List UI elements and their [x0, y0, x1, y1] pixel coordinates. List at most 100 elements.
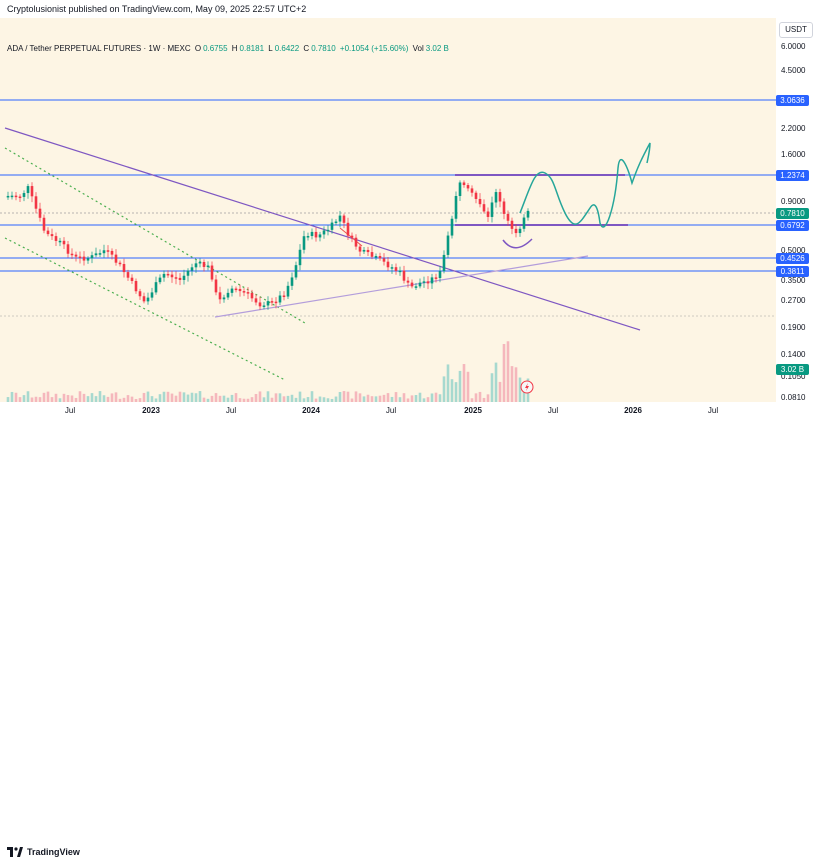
volume-bar — [150, 396, 154, 402]
candle-body — [118, 262, 122, 265]
volume-bar — [86, 396, 90, 402]
candle-body — [234, 288, 238, 291]
time-label: 2024 — [302, 406, 320, 415]
volume-bar — [474, 393, 478, 402]
volume-bar — [350, 398, 354, 402]
candle-body — [186, 270, 190, 276]
volume-bar — [302, 398, 306, 402]
candle-body — [430, 277, 434, 284]
open-label: O — [194, 44, 202, 53]
volume-bar — [42, 392, 46, 402]
high-label: H — [231, 44, 238, 53]
axis-tick: 0.1900 — [781, 323, 806, 332]
volume-bar — [482, 397, 486, 402]
candle-body — [502, 201, 506, 214]
volume-bar — [94, 396, 98, 402]
candle-body — [462, 182, 466, 186]
volume-bar — [442, 376, 446, 402]
candle-body — [358, 246, 362, 252]
candle-body — [74, 254, 78, 257]
currency-selector[interactable]: USDT — [779, 22, 813, 38]
brand-name: TradingView — [27, 847, 80, 857]
candle-body — [322, 230, 326, 235]
axis-tick: 0.1050 — [781, 372, 806, 381]
candle-body — [506, 213, 510, 221]
volume-bar — [178, 391, 182, 402]
volume-bar — [6, 397, 10, 402]
volume-bar — [422, 398, 426, 402]
volume-bar — [154, 398, 158, 402]
chart-canvas[interactable] — [0, 18, 776, 402]
axis-tick: 0.9000 — [781, 197, 806, 206]
volume-bar — [242, 398, 246, 402]
volume-bar — [486, 394, 490, 402]
volume-bar — [354, 391, 358, 402]
volume-bar — [134, 398, 138, 402]
volume-bar — [106, 396, 110, 402]
volume-bar — [26, 391, 30, 402]
volume-bar — [22, 395, 26, 402]
volume-bar — [326, 398, 330, 402]
volume-bar — [450, 379, 454, 402]
candle-body — [106, 250, 110, 252]
candle-body — [334, 221, 338, 224]
candle-body — [510, 220, 514, 229]
volume-bar — [294, 397, 298, 402]
open-value: 0.6755 — [203, 44, 228, 53]
lightning-icon — [520, 380, 534, 394]
volume-bar — [186, 394, 190, 402]
candle-body — [42, 217, 46, 231]
candle-body — [282, 295, 286, 298]
price-chart[interactable]: ADA / Tether PERPETUAL FUTURES · 1W · ME… — [0, 18, 776, 402]
candle-body — [246, 292, 250, 294]
volume-bar — [414, 395, 418, 402]
candle-body — [178, 277, 182, 280]
volume-bar — [274, 393, 278, 402]
volume-bar — [258, 391, 262, 402]
candle-body — [134, 280, 138, 292]
volume-bar — [146, 391, 150, 402]
time-axis[interactable] — [0, 402, 776, 420]
volume-bar — [246, 398, 250, 402]
candle-body — [498, 192, 502, 202]
tradingview-brand[interactable]: TradingView — [7, 847, 80, 857]
volume-bar — [510, 366, 514, 402]
candle-body — [342, 215, 346, 223]
candle-body — [54, 236, 58, 241]
candle-body — [446, 235, 450, 255]
candle-body — [490, 202, 494, 217]
candle-body — [318, 234, 322, 238]
volume-bar — [398, 397, 402, 402]
volume-bar — [374, 396, 378, 402]
candle-body — [402, 270, 406, 281]
volume-bar — [114, 392, 118, 402]
volume-bar — [82, 393, 86, 402]
candle-body — [366, 249, 370, 253]
volume-bar — [426, 397, 430, 402]
candle-body — [274, 301, 278, 304]
volume-bar — [54, 393, 58, 402]
volume-bar — [210, 395, 214, 402]
axis-tick: 4.5000 — [781, 66, 806, 75]
candle-body — [142, 296, 146, 302]
change-value: +0.1054 (+15.60%) — [339, 44, 409, 53]
axis-tick: 0.0810 — [781, 393, 806, 402]
descending-trendline — [4, 127, 641, 331]
candle-body — [422, 281, 426, 283]
volume-bar — [66, 395, 70, 402]
volume-bar — [402, 393, 406, 402]
volume-bar — [18, 397, 22, 402]
chart-header: Cryptolusionist published on TradingView… — [0, 0, 825, 18]
volume-bar — [494, 362, 498, 402]
projected-path — [519, 142, 651, 228]
volume-bar — [70, 395, 74, 402]
candle-body — [526, 210, 530, 218]
candle-body — [350, 235, 354, 238]
candle-body — [306, 236, 310, 238]
volume-bar — [266, 391, 270, 402]
axis-tick: 0.2700 — [781, 296, 806, 305]
volume-bar — [318, 396, 322, 402]
candle-body — [62, 240, 66, 245]
candle-body — [514, 228, 518, 234]
candle-body — [418, 282, 422, 287]
